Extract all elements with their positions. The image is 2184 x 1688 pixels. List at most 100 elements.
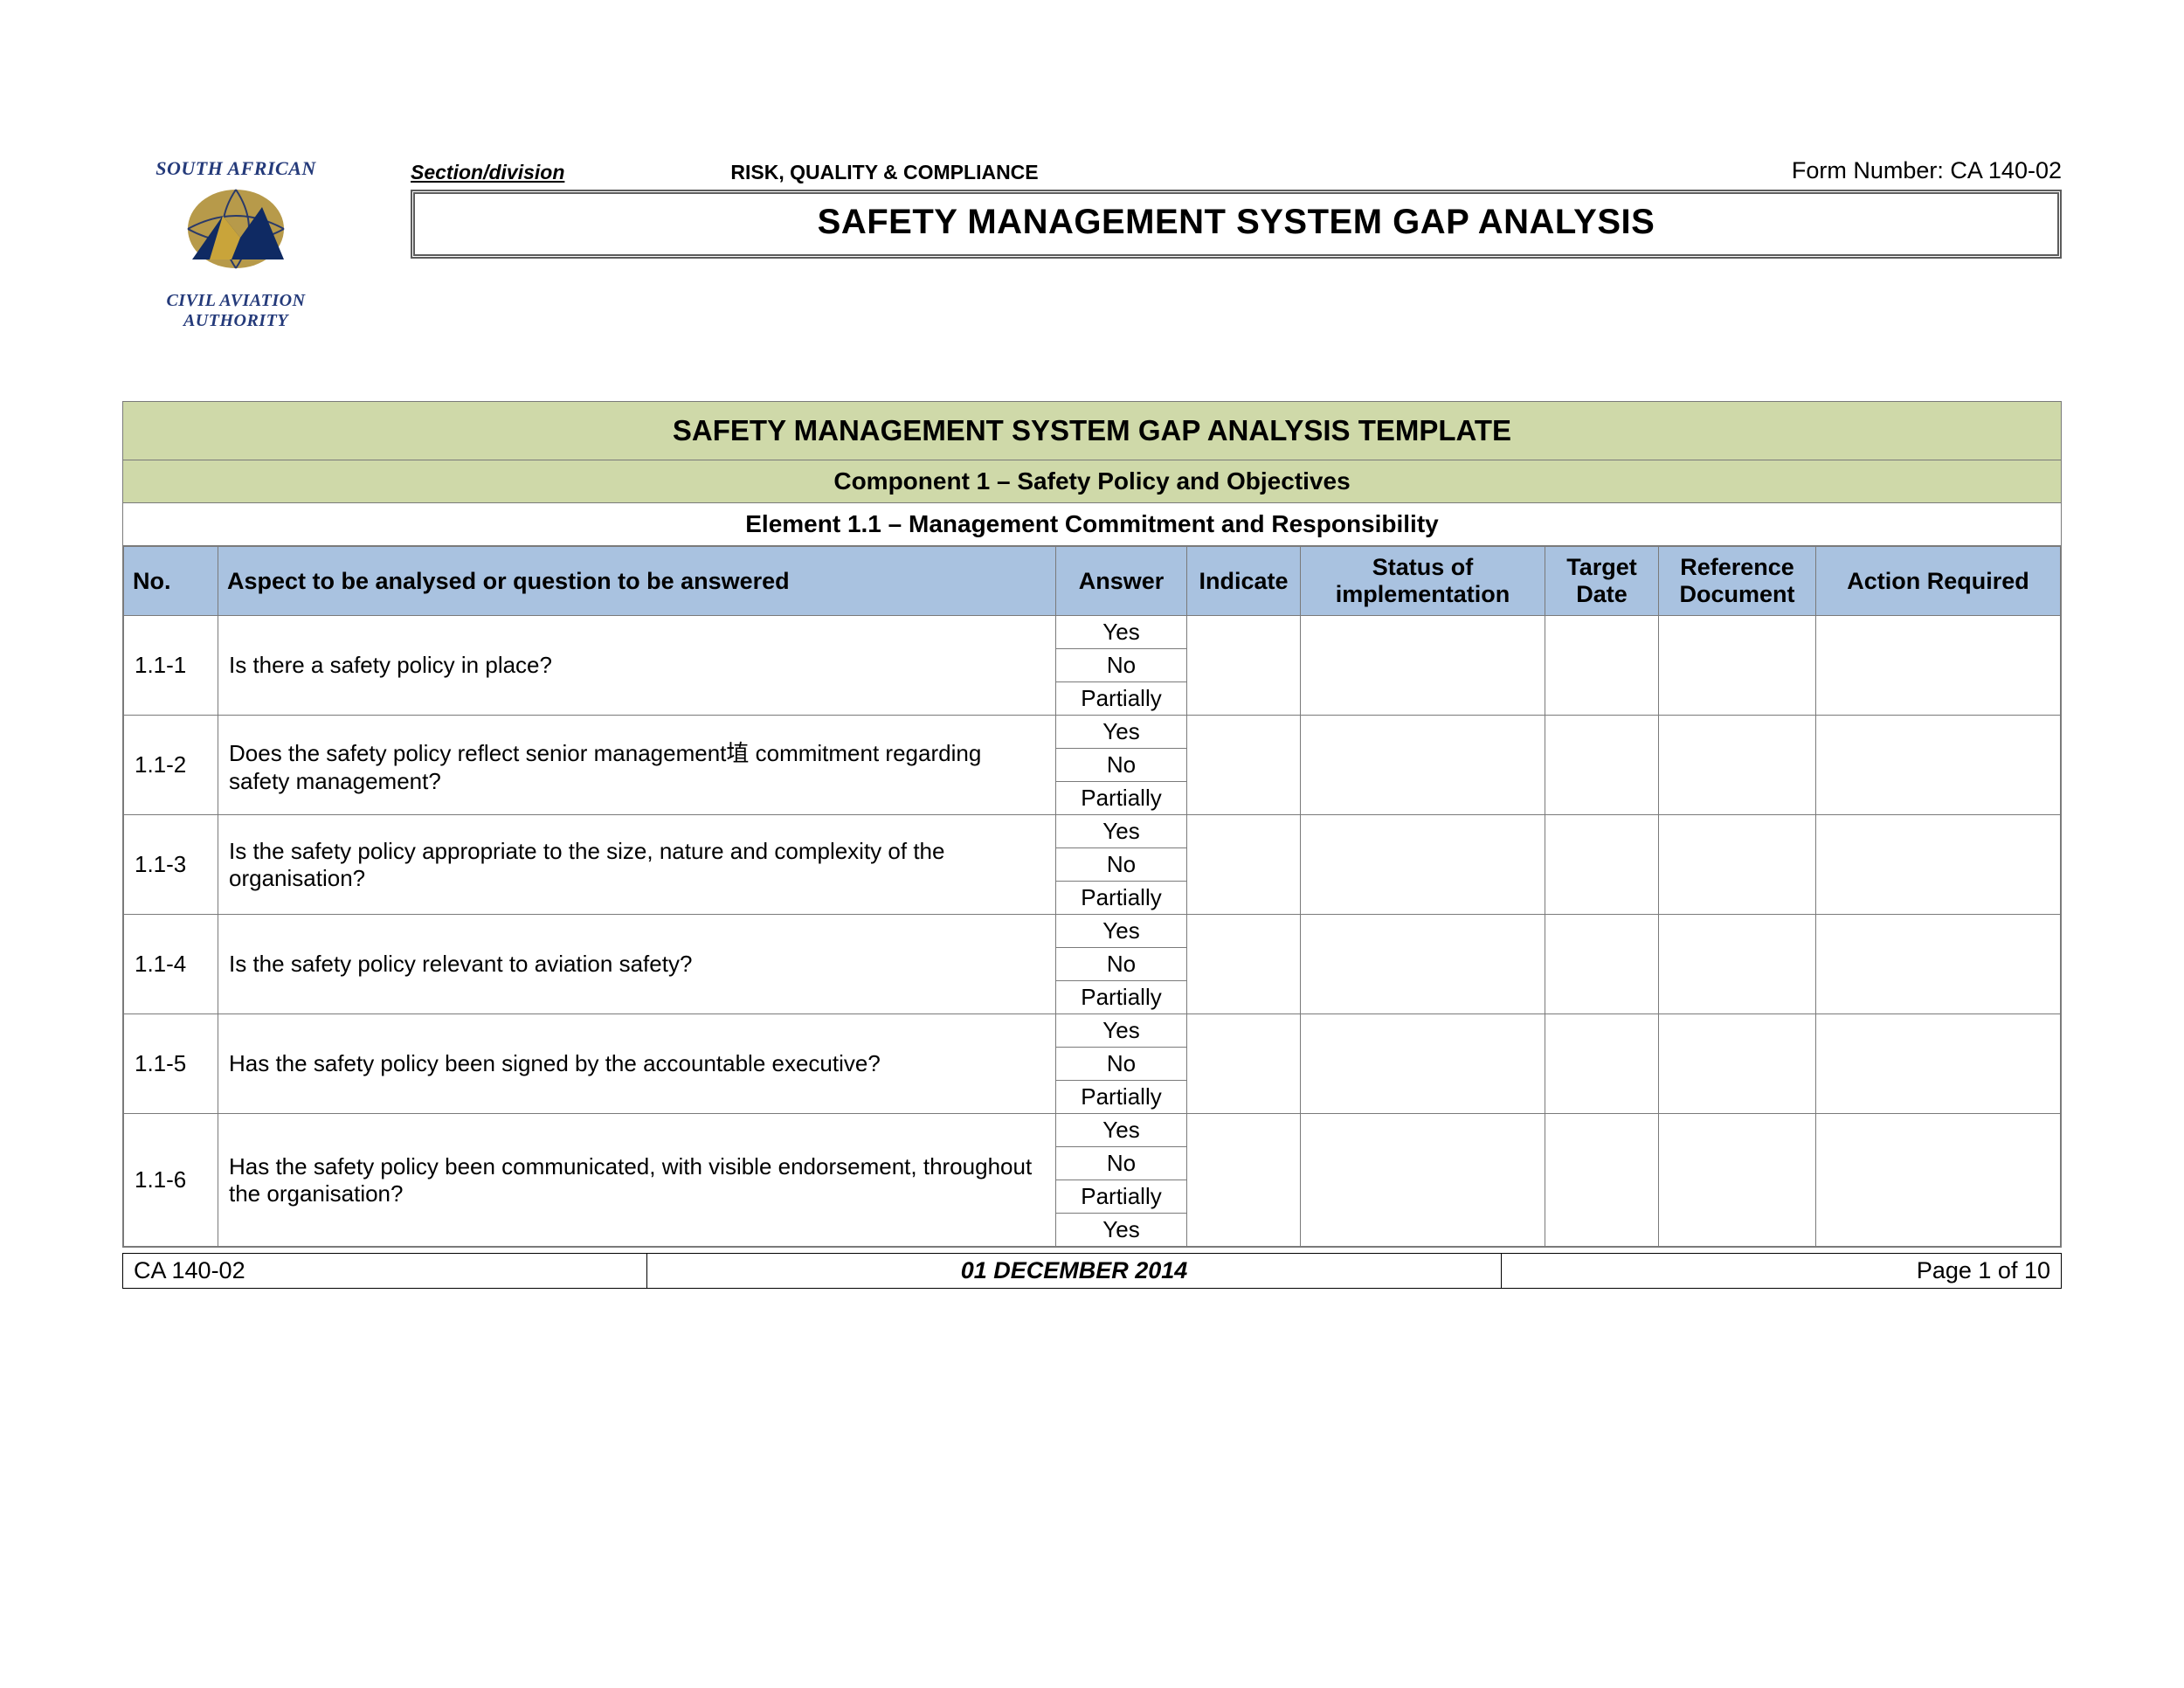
- gap-analysis-table: SAFETY MANAGEMENT SYSTEM GAP ANALYSIS TE…: [122, 401, 2062, 1248]
- row-number: 1.1-5: [124, 1014, 218, 1114]
- col-action: Action Required: [1816, 547, 2061, 616]
- column-header-row: No. Aspect to be analysed or question to…: [124, 547, 2061, 616]
- col-status: Status of implementation: [1301, 547, 1545, 616]
- col-no: No.: [124, 547, 218, 616]
- document-header: SOUTH AFRICAN CIVIL AVIATION AUTHORITY S…: [122, 157, 2062, 331]
- target-date-cell[interactable]: [1545, 716, 1659, 815]
- answer-option[interactable]: Partially: [1056, 782, 1187, 815]
- status-cell[interactable]: [1301, 616, 1545, 716]
- answer-option[interactable]: No: [1056, 749, 1187, 782]
- reference-cell[interactable]: [1659, 1014, 1816, 1114]
- answer-option[interactable]: Yes: [1056, 915, 1187, 948]
- meta-left: Section/division RISK, QUALITY & COMPLIA…: [411, 161, 1039, 184]
- action-cell[interactable]: [1816, 716, 2061, 815]
- answer-option[interactable]: Partially: [1056, 1081, 1187, 1114]
- table-row: 1.1-1Is there a safety policy in place?Y…: [124, 616, 2061, 649]
- answer-option[interactable]: No: [1056, 1048, 1187, 1081]
- row-number: 1.1-2: [124, 716, 218, 815]
- footer-page: Page 1 of 10: [1502, 1254, 2061, 1288]
- logo-text-top: SOUTH AFRICAN: [122, 157, 349, 180]
- action-cell[interactable]: [1816, 1114, 2061, 1247]
- analysis-grid: No. Aspect to be analysed or question to…: [123, 546, 2061, 1247]
- table-row: 1.1-3Is the safety policy appropriate to…: [124, 815, 2061, 848]
- reference-cell[interactable]: [1659, 716, 1816, 815]
- reference-cell[interactable]: [1659, 616, 1816, 716]
- action-cell[interactable]: [1816, 915, 2061, 1014]
- footer-date: 01 DECEMBER 2014: [647, 1254, 1502, 1288]
- answer-option[interactable]: Partially: [1056, 981, 1187, 1014]
- footer-left: CA 140-02: [123, 1254, 647, 1288]
- logo-bottom-line2: AUTHORITY: [183, 311, 288, 330]
- row-number: 1.1-1: [124, 616, 218, 716]
- answer-option[interactable]: No: [1056, 948, 1187, 981]
- question-text: Has the safety policy been signed by the…: [218, 1014, 1056, 1114]
- answer-option[interactable]: Yes: [1056, 1214, 1187, 1247]
- action-cell[interactable]: [1816, 616, 2061, 716]
- col-target: Target Date: [1545, 547, 1659, 616]
- indicate-cell[interactable]: [1187, 815, 1301, 915]
- page: SOUTH AFRICAN CIVIL AVIATION AUTHORITY S…: [0, 0, 2184, 1394]
- page-footer: CA 140-02 01 DECEMBER 2014 Page 1 of 10: [122, 1253, 2062, 1289]
- table-row: 1.1-4Is the safety policy relevant to av…: [124, 915, 2061, 948]
- status-cell[interactable]: [1301, 1014, 1545, 1114]
- reference-cell[interactable]: [1659, 1114, 1816, 1247]
- indicate-cell[interactable]: [1187, 1114, 1301, 1247]
- question-text: Is there a safety policy in place?: [218, 616, 1056, 716]
- component-heading: Component 1 – Safety Policy and Objectiv…: [123, 460, 2061, 503]
- meta-row: Section/division RISK, QUALITY & COMPLIA…: [411, 157, 2062, 184]
- element-heading: Element 1.1 – Management Commitment and …: [123, 503, 2061, 546]
- row-number: 1.1-6: [124, 1114, 218, 1247]
- indicate-cell[interactable]: [1187, 616, 1301, 716]
- status-cell[interactable]: [1301, 815, 1545, 915]
- col-aspect: Aspect to be analysed or question to be …: [218, 547, 1056, 616]
- section-label: Section/division: [411, 161, 564, 184]
- status-cell[interactable]: [1301, 1114, 1545, 1247]
- answer-option[interactable]: Partially: [1056, 882, 1187, 915]
- logo-text-bottom: CIVIL AVIATION AUTHORITY: [122, 291, 349, 331]
- section-value: RISK, QUALITY & COMPLIANCE: [730, 161, 1038, 184]
- target-date-cell[interactable]: [1545, 1114, 1659, 1247]
- authority-logo: SOUTH AFRICAN CIVIL AVIATION AUTHORITY: [122, 157, 349, 331]
- answer-option[interactable]: Yes: [1056, 815, 1187, 848]
- answer-option[interactable]: No: [1056, 649, 1187, 682]
- row-number: 1.1-3: [124, 815, 218, 915]
- question-text: Is the safety policy appropriate to the …: [218, 815, 1056, 915]
- question-text: Is the safety policy relevant to aviatio…: [218, 915, 1056, 1014]
- document-title: SAFETY MANAGEMENT SYSTEM GAP ANALYSIS: [411, 190, 2062, 259]
- target-date-cell[interactable]: [1545, 616, 1659, 716]
- action-cell[interactable]: [1816, 1014, 2061, 1114]
- reference-cell[interactable]: [1659, 815, 1816, 915]
- status-cell[interactable]: [1301, 716, 1545, 815]
- template-banner: SAFETY MANAGEMENT SYSTEM GAP ANALYSIS TE…: [123, 402, 2061, 460]
- form-number: Form Number: CA 140-02: [1792, 157, 2062, 184]
- header-right: Section/division RISK, QUALITY & COMPLIA…: [349, 157, 2062, 259]
- reference-cell[interactable]: [1659, 915, 1816, 1014]
- table-row: 1.1-2Does the safety policy reflect seni…: [124, 716, 2061, 749]
- col-reference: Reference Document: [1659, 547, 1816, 616]
- col-indicate: Indicate: [1187, 547, 1301, 616]
- answer-option[interactable]: Yes: [1056, 1014, 1187, 1048]
- table-row: 1.1-5Has the safety policy been signed b…: [124, 1014, 2061, 1048]
- action-cell[interactable]: [1816, 815, 2061, 915]
- indicate-cell[interactable]: [1187, 716, 1301, 815]
- status-cell[interactable]: [1301, 915, 1545, 1014]
- indicate-cell[interactable]: [1187, 915, 1301, 1014]
- question-text: Does the safety policy reflect senior ma…: [218, 716, 1056, 815]
- answer-option[interactable]: No: [1056, 848, 1187, 882]
- answer-option[interactable]: No: [1056, 1147, 1187, 1180]
- indicate-cell[interactable]: [1187, 1014, 1301, 1114]
- answer-option[interactable]: Partially: [1056, 1180, 1187, 1214]
- answer-option[interactable]: Yes: [1056, 716, 1187, 749]
- target-date-cell[interactable]: [1545, 815, 1659, 915]
- question-text: Has the safety policy been communicated,…: [218, 1114, 1056, 1247]
- globe-logo-icon: [170, 185, 301, 281]
- answer-option[interactable]: Yes: [1056, 1114, 1187, 1147]
- answer-option[interactable]: Partially: [1056, 682, 1187, 716]
- logo-bottom-line1: CIVIL AVIATION: [166, 291, 305, 310]
- row-number: 1.1-4: [124, 915, 218, 1014]
- answer-option[interactable]: Yes: [1056, 616, 1187, 649]
- target-date-cell[interactable]: [1545, 915, 1659, 1014]
- col-answer: Answer: [1056, 547, 1187, 616]
- target-date-cell[interactable]: [1545, 1014, 1659, 1114]
- table-row: 1.1-6Has the safety policy been communic…: [124, 1114, 2061, 1147]
